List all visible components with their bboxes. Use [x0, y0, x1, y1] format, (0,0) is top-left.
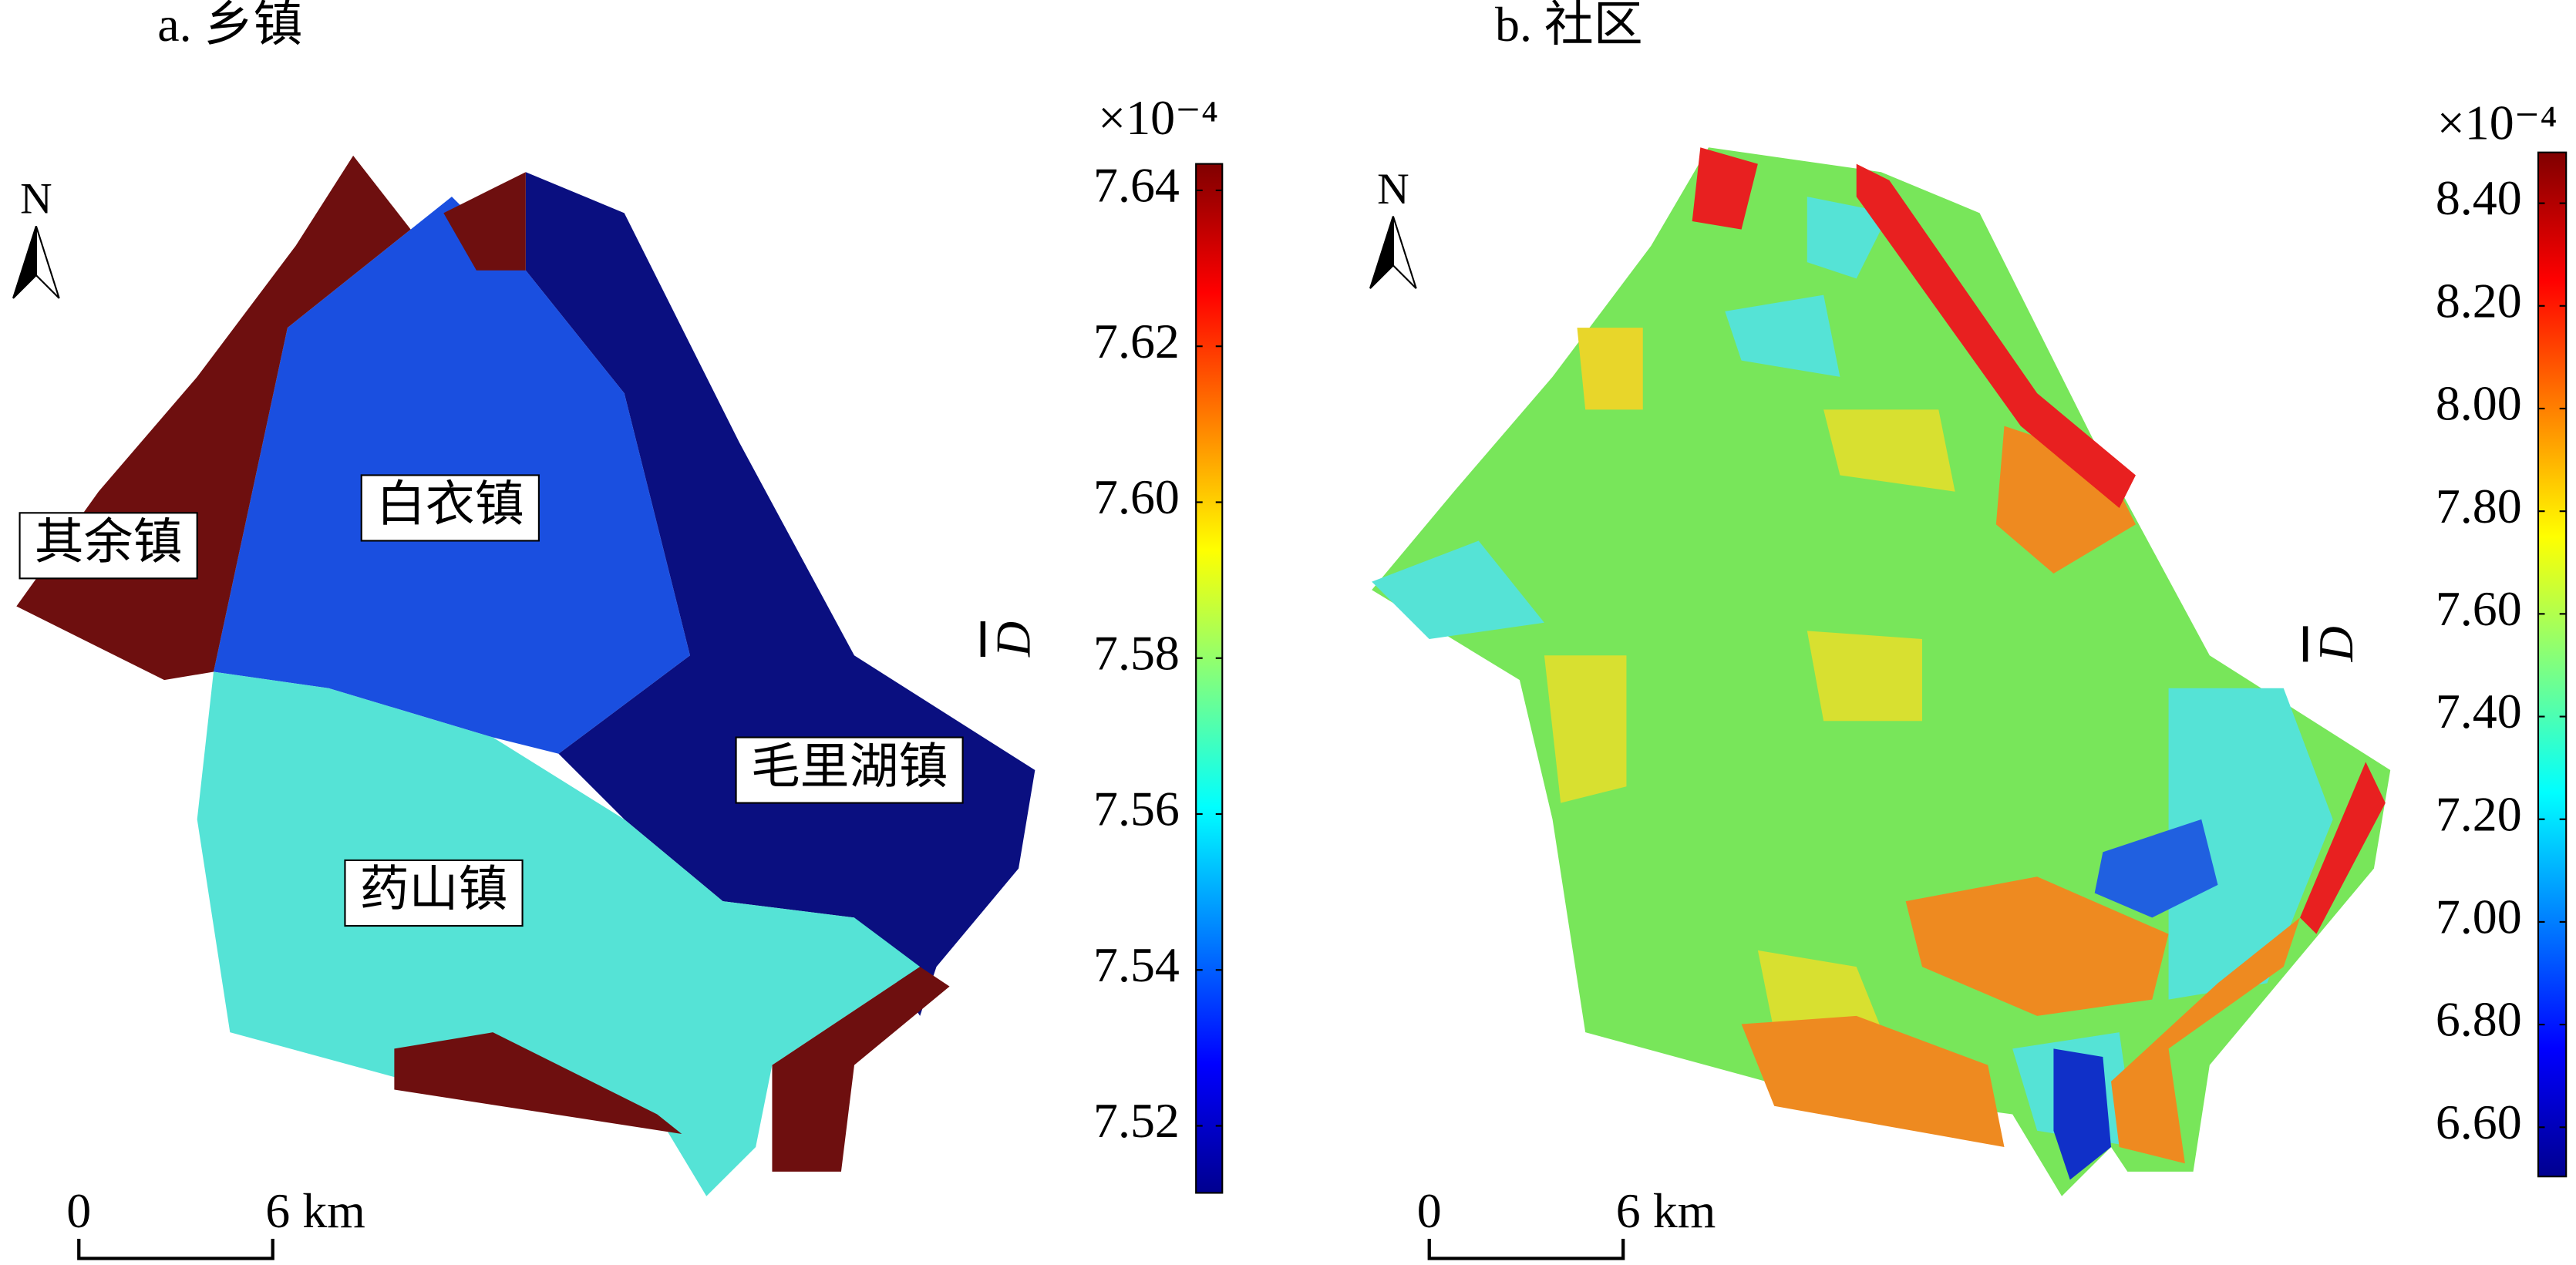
scale-start: 0	[1417, 1183, 1442, 1238]
map-b	[1372, 147, 2391, 1196]
region-labels: 其余镇 白衣镇 毛里湖镇 药山镇	[19, 474, 964, 927]
colorbar-tick-label: 6.80	[2436, 992, 2522, 1047]
colorbar-tick-label: 7.62	[1093, 314, 1180, 368]
panel-title: a. 乡镇	[157, 0, 302, 52]
colorbar-tick-label: 7.54	[1093, 937, 1180, 992]
colorbar-tick-label: 7.60	[2436, 581, 2522, 636]
colorbar-tick-label: 8.00	[2436, 376, 2522, 431]
map-a	[16, 155, 1035, 1196]
scale-end: 6 km	[265, 1183, 365, 1238]
colorbar-tick-label: 8.20	[2436, 274, 2522, 328]
panel-title: b. 社区	[1495, 0, 1643, 52]
colorbar-tick-label: 7.56	[1093, 782, 1180, 836]
colorbar-tick-label: 8.40	[2436, 170, 2522, 225]
colorbar-tick-label: 7.64	[1093, 158, 1180, 213]
region-label: 药山镇	[360, 862, 508, 917]
colorbar-tick-label: 7.52	[1093, 1093, 1180, 1148]
colorbar-tick-label: 6.60	[2436, 1095, 2522, 1149]
scale-end: 6 km	[1616, 1183, 1716, 1238]
scale-start: 0	[66, 1183, 91, 1238]
north-label: N	[1377, 165, 1409, 214]
colorbar-exponent: ×10⁻⁴	[2437, 96, 2557, 150]
colorbar-tick-label: 7.80	[2436, 479, 2522, 533]
region-label: 其余镇	[35, 515, 183, 570]
colorbar	[1195, 163, 1224, 1194]
colorbar-tick-label: 7.40	[2436, 684, 2522, 738]
north-label: N	[20, 175, 52, 224]
region-label: 白衣镇	[376, 477, 524, 532]
colorbar-label: D	[2308, 626, 2363, 662]
colorbar-tick-label: 7.60	[1093, 469, 1180, 524]
region-label: 毛里湖镇	[751, 739, 948, 794]
colorbar-tick-label: 7.58	[1093, 625, 1180, 680]
colorbar	[2537, 151, 2568, 1178]
colorbar-label: D	[986, 621, 1041, 658]
colorbar-exponent: ×10⁻⁴	[1098, 90, 1218, 145]
colorbar-tick-label: 7.00	[2436, 890, 2522, 944]
colorbar-tick-label: 7.20	[2436, 786, 2522, 841]
